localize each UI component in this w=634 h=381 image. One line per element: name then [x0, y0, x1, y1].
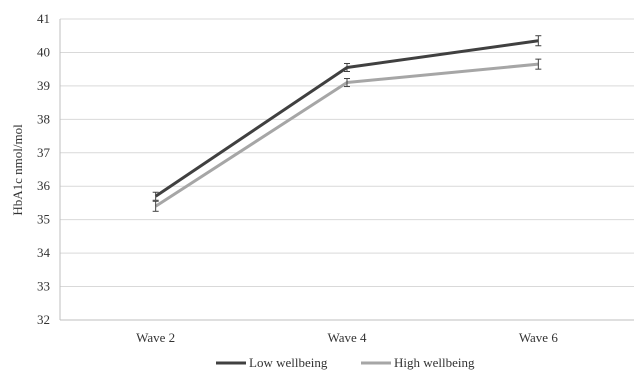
series-high-wellbeing: [153, 59, 542, 211]
x-tick-labels: Wave 2 Wave 4 Wave 6: [136, 330, 558, 345]
gridlines: [60, 19, 634, 287]
y-tick-labels: 32 33 34 35 36 37 38 39 40 41: [37, 11, 51, 327]
y-tick-label: 32: [37, 312, 50, 327]
y-tick-label: 34: [37, 245, 51, 260]
x-tick-label: Wave 4: [327, 330, 367, 345]
legend-item: High wellbeing: [361, 355, 475, 370]
y-tick-label: 39: [37, 78, 50, 93]
y-axis-label: HbA1c nmol/mol: [10, 124, 25, 216]
y-tick-label: 35: [37, 212, 50, 227]
series-low-wellbeing: [153, 36, 542, 201]
legend-item: Low wellbeing: [216, 355, 328, 370]
y-tick-label: 41: [37, 11, 50, 26]
legend-label: Low wellbeing: [249, 355, 328, 370]
x-tick-label: Wave 6: [519, 330, 559, 345]
y-tick-label: 37: [37, 145, 51, 160]
legend: Low wellbeing High wellbeing: [216, 355, 475, 370]
y-tick-label: 40: [37, 44, 50, 59]
y-tick-label: 38: [37, 111, 50, 126]
series-lines: [153, 36, 542, 212]
y-tick-label: 36: [37, 178, 51, 193]
x-tick-label: Wave 2: [136, 330, 175, 345]
y-tick-label: 33: [37, 279, 50, 294]
legend-label: High wellbeing: [394, 355, 475, 370]
